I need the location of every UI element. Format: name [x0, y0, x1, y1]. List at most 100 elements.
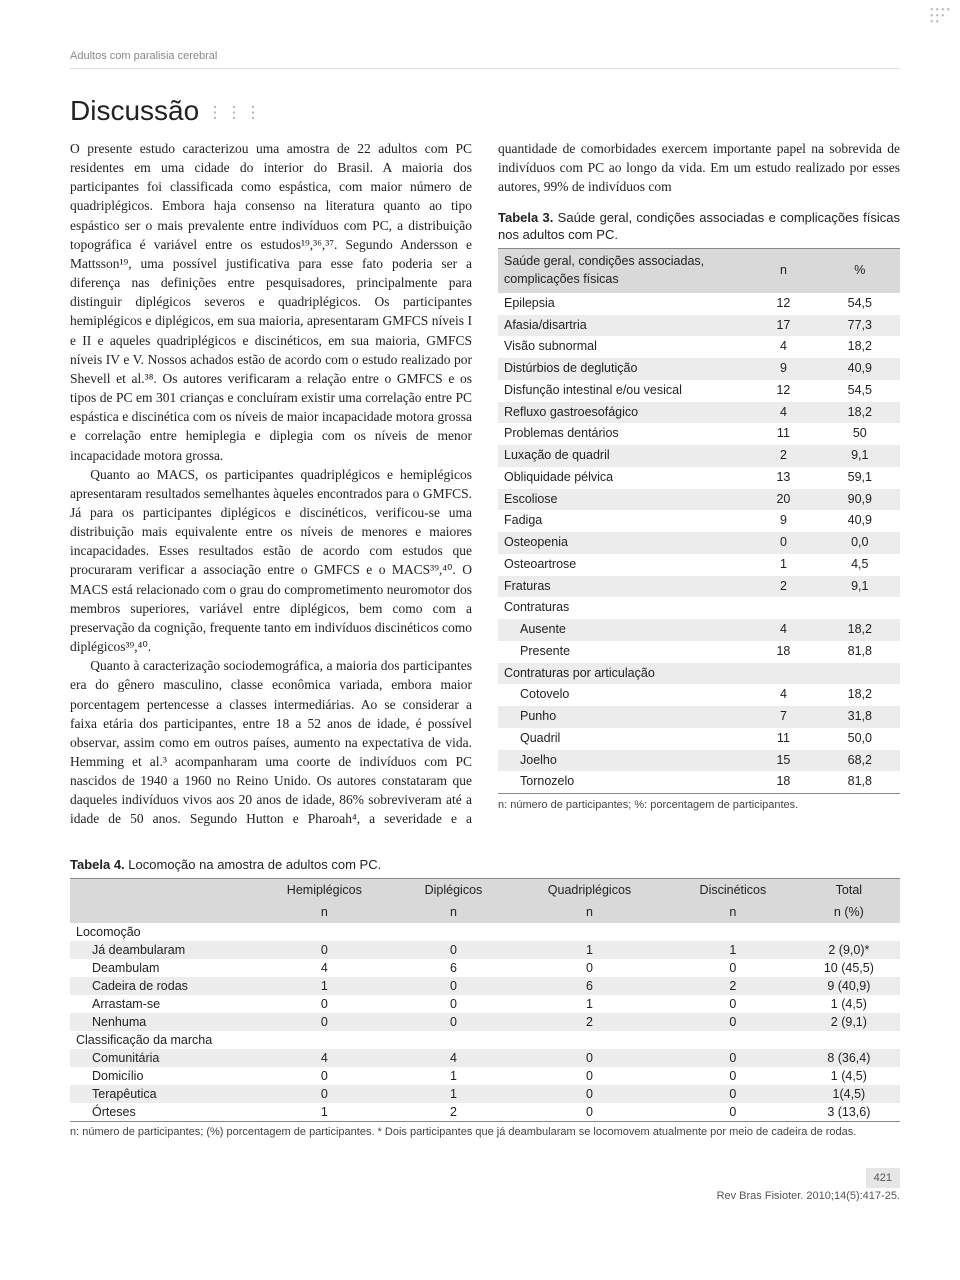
table-row: Joelho1568,2 [498, 750, 900, 772]
cell-label: Visão subnormal [498, 336, 747, 358]
cell-value: 0 [668, 1067, 798, 1085]
table4-col: Hemiplégicos [253, 879, 396, 901]
cell-label: Domicílio [70, 1067, 253, 1085]
cell-value: 0 [511, 1049, 668, 1067]
running-header: Adultos com paralisia cerebral [70, 50, 900, 69]
cell-n: 11 [747, 423, 819, 445]
cell-pct: 4,5 [820, 554, 900, 576]
cell-value: 1 [511, 995, 668, 1013]
table4-col: Quadriplégicos [511, 879, 668, 901]
cell-pct: 50,0 [820, 728, 900, 750]
cell-label: Punho [498, 706, 747, 728]
body-columns: O presente estudo caracterizou uma amost… [70, 139, 900, 829]
table4-subcol: n [511, 901, 668, 923]
cell-value: 0 [396, 941, 511, 959]
cell-n: 9 [747, 510, 819, 532]
cell-value: 0 [253, 941, 396, 959]
cell-n: 18 [747, 771, 819, 793]
cell-pct: 9,1 [820, 576, 900, 598]
cell-n: 4 [747, 619, 819, 641]
cell-value: 0 [511, 1103, 668, 1121]
cell-value: 4 [253, 1049, 396, 1067]
cell-label: Comunitária [70, 1049, 253, 1067]
cell-label: Fraturas [498, 576, 747, 598]
cell-value: 0 [668, 1013, 798, 1031]
cell-n: 18 [747, 641, 819, 663]
table4-sub-blank [70, 901, 253, 923]
cell-n: 12 [747, 293, 819, 315]
table3-col-n: n [747, 249, 819, 293]
table4-subcol: n (%) [798, 901, 900, 923]
table-row: Problemas dentários1150 [498, 423, 900, 445]
cell-pct: 18,2 [820, 402, 900, 424]
cell-n: 20 [747, 489, 819, 511]
cell-value: 0 [253, 1085, 396, 1103]
table-row: Comunitária44008 (36,4) [70, 1049, 900, 1067]
cell-value: 0 [668, 995, 798, 1013]
cell-label: Refluxo gastroesofágico [498, 402, 747, 424]
cell-n: 13 [747, 467, 819, 489]
cell-pct: 40,9 [820, 510, 900, 532]
table-row: Tornozelo1881,8 [498, 771, 900, 793]
cell-value: 8 (36,4) [798, 1049, 900, 1067]
page-footer: 421 Rev Bras Fisioter. 2010;14(5):417-25… [70, 1168, 900, 1202]
table-row: Cotovelo418,2 [498, 684, 900, 706]
paragraph-2: Quanto ao MACS, os participantes quadrip… [70, 465, 472, 657]
table3-title: Tabela 3. Saúde geral, condições associa… [498, 210, 900, 244]
cell-label: Luxação de quadril [498, 445, 747, 467]
cell-pct: 18,2 [820, 684, 900, 706]
table-row: Epilepsia1254,5 [498, 293, 900, 315]
table4-subcol: n [253, 901, 396, 923]
cell-value: 0 [396, 977, 511, 995]
table3-col-pct: % [820, 249, 900, 293]
table-row: Contraturas por articulação [498, 663, 900, 685]
cell-value: 0 [253, 1067, 396, 1085]
table4-col: Diplégicos [396, 879, 511, 901]
cell-n: 11 [747, 728, 819, 750]
cell-value: 4 [396, 1049, 511, 1067]
cell-value: 0 [668, 1049, 798, 1067]
cell-pct: 54,5 [820, 293, 900, 315]
cell-value: 0 [511, 1067, 668, 1085]
table-row: Já deambularam00112 (9,0)* [70, 941, 900, 959]
paragraph-1: O presente estudo caracterizou uma amost… [70, 139, 472, 465]
cell-n [747, 597, 819, 619]
section-header-cell: Locomoção [70, 923, 900, 941]
cell-label: Disfunção intestinal e/ou vesical [498, 380, 747, 402]
table-row: Fadiga940,9 [498, 510, 900, 532]
cell-n: 9 [747, 358, 819, 380]
cell-value: 2 [511, 1013, 668, 1031]
cell-pct: 59,1 [820, 467, 900, 489]
cell-label: Distúrbios de deglutição [498, 358, 747, 380]
cell-value: 1 [253, 977, 396, 995]
table3-block: Tabela 3. Saúde geral, condições associa… [498, 210, 900, 813]
cell-pct: 18,2 [820, 336, 900, 358]
table3-col-label: Saúde geral, condições associadas, compl… [498, 249, 747, 293]
table-row: Terapêutica01001(4,5) [70, 1085, 900, 1103]
cell-label: Osteoartrose [498, 554, 747, 576]
table-row: Visão subnormal418,2 [498, 336, 900, 358]
table4-title-bold: Tabela 4. [70, 857, 125, 872]
cell-value: 10 (45,5) [798, 959, 900, 977]
cell-value: 0 [396, 1013, 511, 1031]
cell-label: Cadeira de rodas [70, 977, 253, 995]
cell-label: Terapêutica [70, 1085, 253, 1103]
cell-pct: 40,9 [820, 358, 900, 380]
cell-value: 4 [253, 959, 396, 977]
title-dots-icon: ⋮⋮⋮ [207, 105, 264, 122]
cell-value: 0 [253, 1013, 396, 1031]
cell-pct: 50 [820, 423, 900, 445]
section-header-cell: Classificação da marcha [70, 1031, 900, 1049]
table-row: Luxação de quadril29,1 [498, 445, 900, 467]
cell-label: Epilepsia [498, 293, 747, 315]
table4-footnote: n: número de participantes; (%) porcenta… [70, 1126, 900, 1138]
section-title-text: Discussão [70, 95, 199, 126]
cell-value: 6 [396, 959, 511, 977]
cell-label: Osteopenia [498, 532, 747, 554]
table-row: Punho731,8 [498, 706, 900, 728]
table4-subcol: n [668, 901, 798, 923]
table-row: Domicílio01001 (4,5) [70, 1067, 900, 1085]
cell-value: 0 [668, 959, 798, 977]
cell-n: 4 [747, 402, 819, 424]
table-row: Deambulam460010 (45,5) [70, 959, 900, 977]
